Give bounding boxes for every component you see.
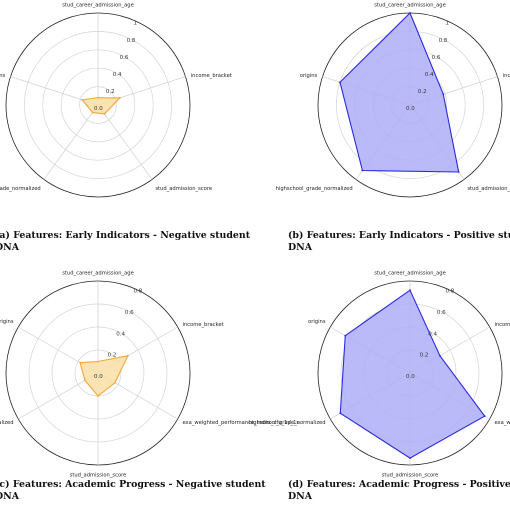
radar-panel-b: 0.0 0.2 0.4 0.6 0.8 1 stud_career_admission_ag… bbox=[276, 2, 510, 198]
axis-spoke bbox=[97, 104, 153, 180]
data-point bbox=[483, 415, 486, 418]
data-point bbox=[438, 354, 441, 357]
feature-label: origins bbox=[0, 73, 6, 79]
panel-caption: (d) Features: Academic Progress - Positi… bbox=[288, 479, 510, 490]
radar-panel-a: 0.0 0.2 0.4 0.6 0.8 1 stud_career_admission_ag… bbox=[0, 2, 232, 198]
data-point bbox=[97, 96, 99, 99]
radial-tick-label: 1 bbox=[445, 21, 449, 27]
radial-tick-label: 0.4 bbox=[428, 331, 437, 337]
radial-tick-label: 0.0 bbox=[406, 106, 415, 112]
feature-label: income_bracket bbox=[182, 322, 223, 328]
radial-tick-label: 0.6 bbox=[120, 55, 129, 61]
radial-tick-label: 0.2 bbox=[108, 353, 117, 359]
data-point bbox=[91, 111, 94, 114]
feature-label: highschool_grade_normalized bbox=[0, 186, 41, 192]
data-point bbox=[344, 334, 347, 337]
radar-panel-c: 0.0 0.2 0.4 0.6 0.8 stud_career_admission_age… bbox=[0, 270, 299, 478]
data-point bbox=[409, 12, 411, 14]
data-point bbox=[457, 171, 460, 173]
radial-tick-label: 1 bbox=[133, 21, 137, 27]
feature-label: stud_career_admission_age bbox=[374, 270, 446, 276]
panel-caption: (c) Features: Academic Progress - Negati… bbox=[0, 479, 266, 490]
panel-caption: (a) Features: Early Indicators - Negativ… bbox=[0, 230, 251, 241]
data-point bbox=[103, 113, 106, 115]
feature-label: origins bbox=[300, 73, 318, 79]
feature-label: stud_admission_score bbox=[382, 473, 439, 479]
data-point bbox=[97, 395, 99, 397]
radial-tick-label: 0.8 bbox=[439, 38, 448, 44]
radial-tick-label: 0.2 bbox=[420, 353, 429, 359]
radar-panel-d: 0.0 0.2 0.4 0.6 0.8 stud_career_admission_age… bbox=[248, 270, 510, 478]
feature-label: exa_weighted_performance_index_cfu_1y_1s bbox=[494, 420, 510, 426]
radial-tick-label: 0.2 bbox=[418, 89, 427, 95]
feature-label: stud_admission_score bbox=[467, 186, 510, 192]
radial-tick-label: 0.0 bbox=[94, 106, 103, 112]
data-point bbox=[84, 379, 86, 382]
radial-tick-label: 0.4 bbox=[113, 72, 122, 78]
feature-label: stud_admission_score bbox=[70, 473, 127, 479]
data-point bbox=[126, 354, 129, 357]
feature-label: income_bracket bbox=[494, 322, 510, 328]
feature-label: highschool_grade_normalized bbox=[276, 186, 353, 192]
feature-label: origins bbox=[0, 319, 14, 325]
feature-label: stud_career_admission_age bbox=[62, 270, 134, 276]
data-point bbox=[339, 412, 342, 415]
data-polygon bbox=[339, 12, 460, 173]
panel-caption-line2: DNA bbox=[288, 491, 313, 502]
feature-label: stud_career_admission_age bbox=[374, 2, 446, 8]
feature-label: income_bracket bbox=[191, 73, 232, 79]
data-point bbox=[409, 289, 411, 292]
data-point bbox=[97, 360, 99, 363]
feature-label: highschool_grade_normalized bbox=[0, 420, 14, 426]
data-point bbox=[79, 361, 81, 364]
feature-label: income_bracket bbox=[503, 73, 510, 79]
radial-tick-label: 0.8 bbox=[133, 289, 142, 295]
data-point bbox=[339, 81, 341, 84]
panel-caption-line2: DNA bbox=[0, 491, 20, 502]
radial-tick-label: 0.4 bbox=[425, 72, 434, 78]
panel-caption-line2: DNA bbox=[0, 242, 20, 253]
feature-label: exa_weighted_performance_index_cfu_1y_1s bbox=[182, 420, 299, 426]
data-point bbox=[361, 169, 364, 172]
radial-tick-label: 0.8 bbox=[127, 38, 136, 44]
feature-label: stud_admission_score bbox=[155, 186, 212, 192]
feature-label: highschool_grade_normalized bbox=[248, 420, 325, 426]
data-polygon bbox=[81, 97, 122, 115]
panel-caption: (b) Features: Early Indicators - Positiv… bbox=[288, 230, 510, 241]
feature-label: origins bbox=[308, 319, 326, 325]
data-point bbox=[114, 381, 116, 384]
radial-tick-label: 0.6 bbox=[125, 310, 134, 316]
radial-tick-label: 0.4 bbox=[116, 331, 125, 337]
data-point bbox=[118, 96, 121, 99]
data-point bbox=[81, 98, 84, 101]
radial-tick-label: 0.6 bbox=[432, 55, 441, 61]
feature-label: stud_career_admission_age bbox=[62, 2, 134, 8]
radial-tick-label: 0.2 bbox=[106, 89, 115, 95]
radial-tick-label: 0.8 bbox=[445, 289, 454, 295]
radial-tick-label: 0.6 bbox=[437, 310, 446, 316]
panel-caption-line2: DNA bbox=[288, 242, 313, 253]
axis-spoke bbox=[43, 104, 99, 180]
data-point bbox=[409, 457, 411, 459]
data-point bbox=[442, 93, 445, 96]
radial-tick-label: 0.0 bbox=[406, 374, 415, 380]
radial-tick-label: 0.0 bbox=[94, 374, 103, 380]
